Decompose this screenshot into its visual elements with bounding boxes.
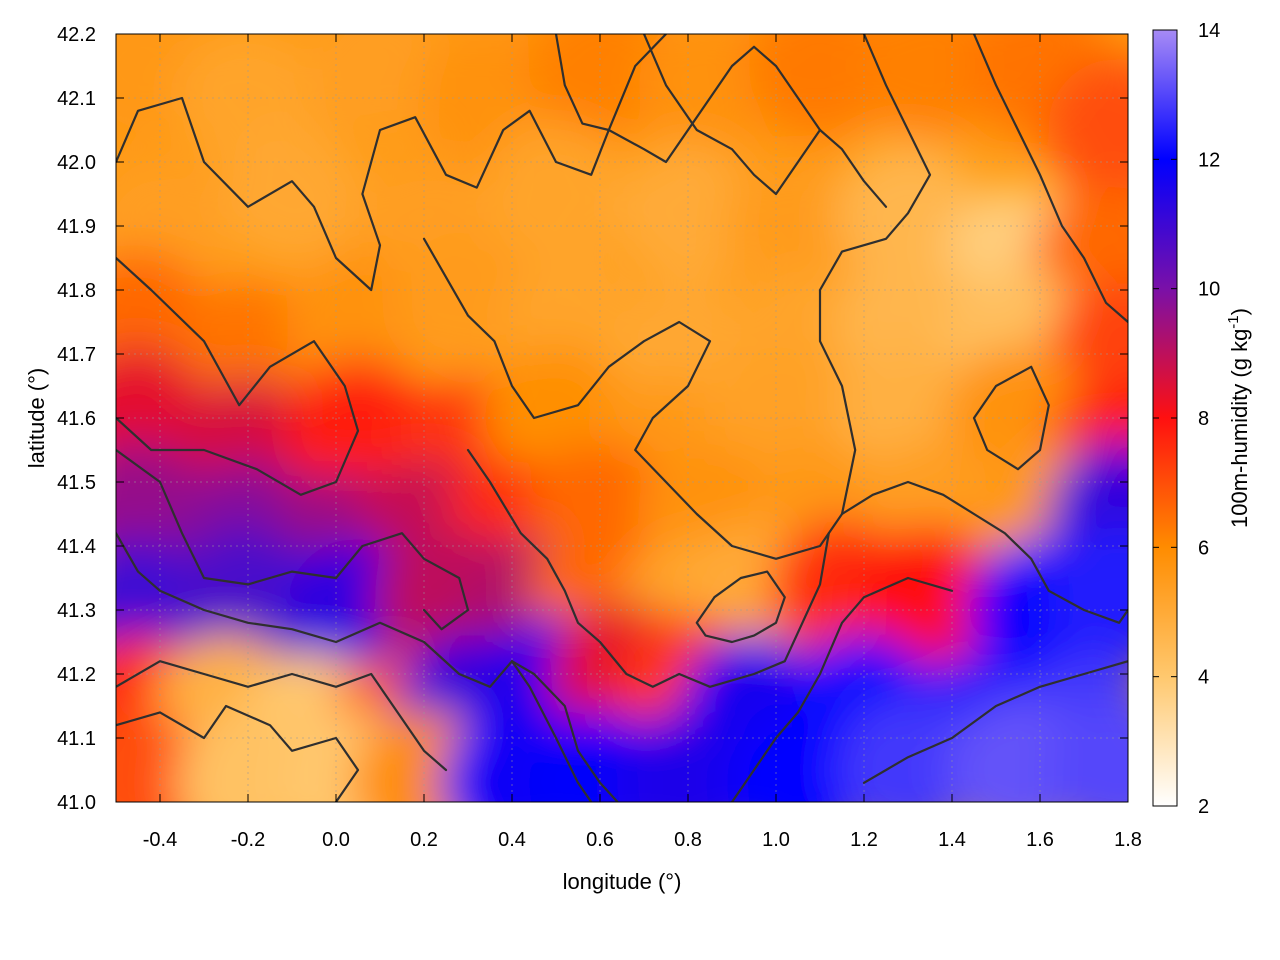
contour-line xyxy=(116,256,360,496)
contour-line xyxy=(972,34,1128,324)
humidity-sample xyxy=(726,154,870,298)
y-tick-label: 42.0 xyxy=(57,152,96,174)
colorbar: 2 4 6 8 10 12 14 100m-humidity (g kg-1) xyxy=(1152,20,1252,818)
humidity-sample xyxy=(1047,525,1128,670)
x-axis-label: longitude (°) xyxy=(563,869,682,894)
contour-line xyxy=(466,448,830,688)
humidity-sample xyxy=(638,34,782,158)
y-tick-label: 41.1 xyxy=(57,728,96,750)
contour-line xyxy=(554,34,822,164)
humidity-sample xyxy=(858,525,1002,670)
colorbar-tick-label: 6 xyxy=(1198,537,1209,559)
contour-line xyxy=(116,34,668,292)
y-tick-label: 41.6 xyxy=(57,408,96,430)
y-tick-label: 41.7 xyxy=(57,344,96,366)
humidity-sample xyxy=(176,710,320,802)
humidity-sample xyxy=(1047,58,1128,202)
x-tick-label: 0.4 xyxy=(498,829,526,851)
humidity-sample xyxy=(748,34,892,138)
humidity-sample xyxy=(396,230,540,375)
x-tick-label: 1.0 xyxy=(762,829,790,851)
x-tick-label: 0.0 xyxy=(322,829,350,851)
x-tick-label: -0.4 xyxy=(143,829,177,851)
plot-area xyxy=(115,33,1129,803)
contour-line xyxy=(730,576,954,802)
x-axis-tick-labels: -0.4 -0.2 0.0 0.2 0.4 0.6 0.8 1.0 1.2 1.4 1.6 1.8 xyxy=(143,829,1142,851)
y-tick-label: 42.1 xyxy=(57,88,96,110)
colorbar-ticks: 2 4 6 8 10 12 14 xyxy=(1153,20,1220,818)
colorbar-tick-label: 14 xyxy=(1198,20,1220,42)
humidity-sample xyxy=(1047,698,1128,802)
humidity-sample xyxy=(836,698,980,802)
y-tick-label: 41.4 xyxy=(57,536,96,558)
grid-lines xyxy=(116,34,1128,802)
y-tick-label: 41.2 xyxy=(57,664,96,686)
humidity-field xyxy=(116,34,1128,802)
contour-line xyxy=(862,660,1128,784)
colorbar-tick-label: 4 xyxy=(1198,667,1209,689)
humidity-sample xyxy=(286,250,430,394)
humidity-sample xyxy=(616,710,760,802)
contour-line xyxy=(116,532,593,802)
y-tick-label: 41.5 xyxy=(57,472,96,494)
contour-line xyxy=(695,570,786,644)
x-tick-label: -0.2 xyxy=(231,829,265,851)
y-tick-label: 42.2 xyxy=(57,24,96,46)
humidity-sample xyxy=(858,34,1002,138)
y-axis-tick-labels: 41.0 41.1 41.2 41.3 41.4 41.5 41.6 41.7 41.8 41.9… xyxy=(57,24,96,814)
x-tick-label: 1.4 xyxy=(938,829,966,851)
colorbar-label-superscript: -1 xyxy=(1225,315,1242,328)
contour-line xyxy=(116,704,360,802)
colorbar-label-end: ) xyxy=(1227,308,1252,315)
colorbar-tick-label: 10 xyxy=(1198,279,1220,301)
y-axis-label: latitude (°) xyxy=(24,368,49,469)
y-tick-label: 41.9 xyxy=(57,216,96,238)
colorbar-tick-label: 8 xyxy=(1198,408,1209,430)
humidity-sample xyxy=(616,141,760,286)
contour-line xyxy=(116,448,470,631)
colorbar-tick-label: 12 xyxy=(1198,149,1220,171)
y-tick-label: 41.8 xyxy=(57,280,96,302)
axis-ticks xyxy=(116,33,1129,803)
x-tick-label: 0.6 xyxy=(586,829,614,851)
x-tick-label: 0.2 xyxy=(410,829,438,851)
colorbar-label-main: 100m-humidity (g kg xyxy=(1227,329,1252,528)
x-tick-label: 1.6 xyxy=(1026,829,1054,851)
y-tick-label: 41.3 xyxy=(57,600,96,622)
contour-line xyxy=(422,34,932,560)
humidity-sample xyxy=(308,34,452,138)
humidity-sample xyxy=(528,34,672,138)
contour-line xyxy=(840,480,1128,624)
contour-line xyxy=(510,660,619,802)
colorbar-label: 100m-humidity (g kg-1) xyxy=(1225,308,1252,528)
humidity-sample xyxy=(726,710,870,802)
y-tick-label: 41.0 xyxy=(57,792,96,814)
contour-lines xyxy=(116,34,1128,802)
humidity-sample xyxy=(176,525,320,670)
contour-line xyxy=(116,660,448,772)
x-tick-label: 0.8 xyxy=(674,829,702,851)
x-tick-label: 1.8 xyxy=(1114,829,1142,851)
humidity-sample xyxy=(484,122,628,266)
contour-line xyxy=(642,34,888,208)
contour-line xyxy=(972,365,1050,471)
humidity-sample xyxy=(220,122,364,266)
x-tick-label: 1.2 xyxy=(850,829,878,851)
colorbar-tick-label: 2 xyxy=(1198,796,1209,818)
